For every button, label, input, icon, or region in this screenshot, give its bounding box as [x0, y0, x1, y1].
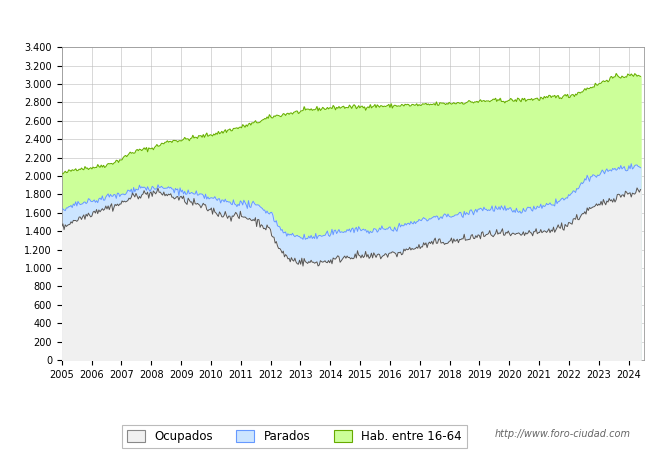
Text: http://www.foro-ciudad.com: http://www.foro-ciudad.com [495, 429, 630, 439]
Legend: Ocupados, Parados, Hab. entre 16-64: Ocupados, Parados, Hab. entre 16-64 [122, 425, 467, 448]
Text: Chinchilla de Monte-Aragón - Evolucion de la poblacion en edad de Trabajar Mayo : Chinchilla de Monte-Aragón - Evolucion d… [34, 14, 616, 24]
